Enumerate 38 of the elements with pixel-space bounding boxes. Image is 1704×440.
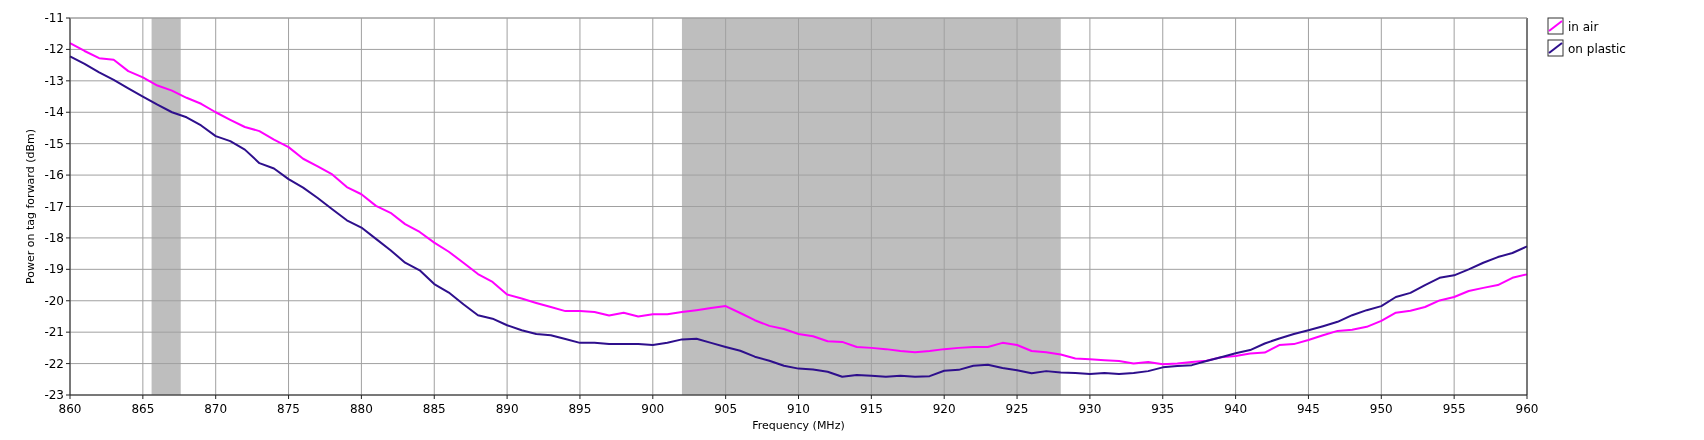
y-tick-label: -18	[44, 230, 64, 245]
legend-label: on plastic	[1568, 42, 1626, 56]
x-tick-label: 950	[1369, 402, 1393, 416]
y-tick-label: -23	[44, 388, 64, 402]
x-tick-label: 955	[1442, 402, 1466, 416]
x-tick-label: 890	[495, 402, 519, 416]
y-tick-label: -17	[44, 199, 64, 214]
y-tick-label: -13	[44, 73, 64, 88]
x-tick-label: 895	[568, 402, 592, 416]
x-tick-label: 920	[932, 402, 956, 416]
x-tick-label: 910	[787, 402, 810, 416]
x-tick-label: 960	[1515, 402, 1539, 416]
y-tick-label: -14	[44, 105, 64, 120]
y-tick-label: -21	[44, 325, 64, 340]
x-tick-label: 875	[277, 402, 300, 416]
x-tick-label: 905	[714, 402, 738, 416]
x-tick-label: 925	[1005, 402, 1029, 416]
x-tick-label: 915	[859, 402, 883, 416]
x-tick-label: 940	[1224, 402, 1248, 416]
x-tick-label: 885	[422, 402, 446, 416]
y-tick-label: -15	[44, 136, 64, 151]
x-tick-label: 900	[641, 402, 665, 416]
x-axis-title: Frequency (MHz)	[752, 419, 845, 432]
y-tick-label: -22	[44, 356, 64, 371]
legend-label: in air	[1568, 20, 1599, 34]
x-tick-label: 870	[204, 402, 228, 416]
y-tick-label: -19	[44, 262, 64, 277]
y-tick-label: -20	[44, 293, 64, 308]
x-tick-label: 865	[131, 402, 155, 416]
y-tick-label: -16	[44, 168, 64, 183]
x-tick-label: 860	[58, 402, 82, 416]
y-axis-title: Power on tag forward (dBm)	[24, 129, 37, 284]
x-tick-label: 935	[1151, 402, 1175, 416]
x-tick-label: 930	[1078, 402, 1102, 416]
x-tick-label: 945	[1297, 402, 1320, 416]
y-tick-label: -12	[44, 42, 64, 57]
x-tick-label: 880	[349, 402, 373, 416]
y-tick-label: -11	[44, 11, 64, 25]
